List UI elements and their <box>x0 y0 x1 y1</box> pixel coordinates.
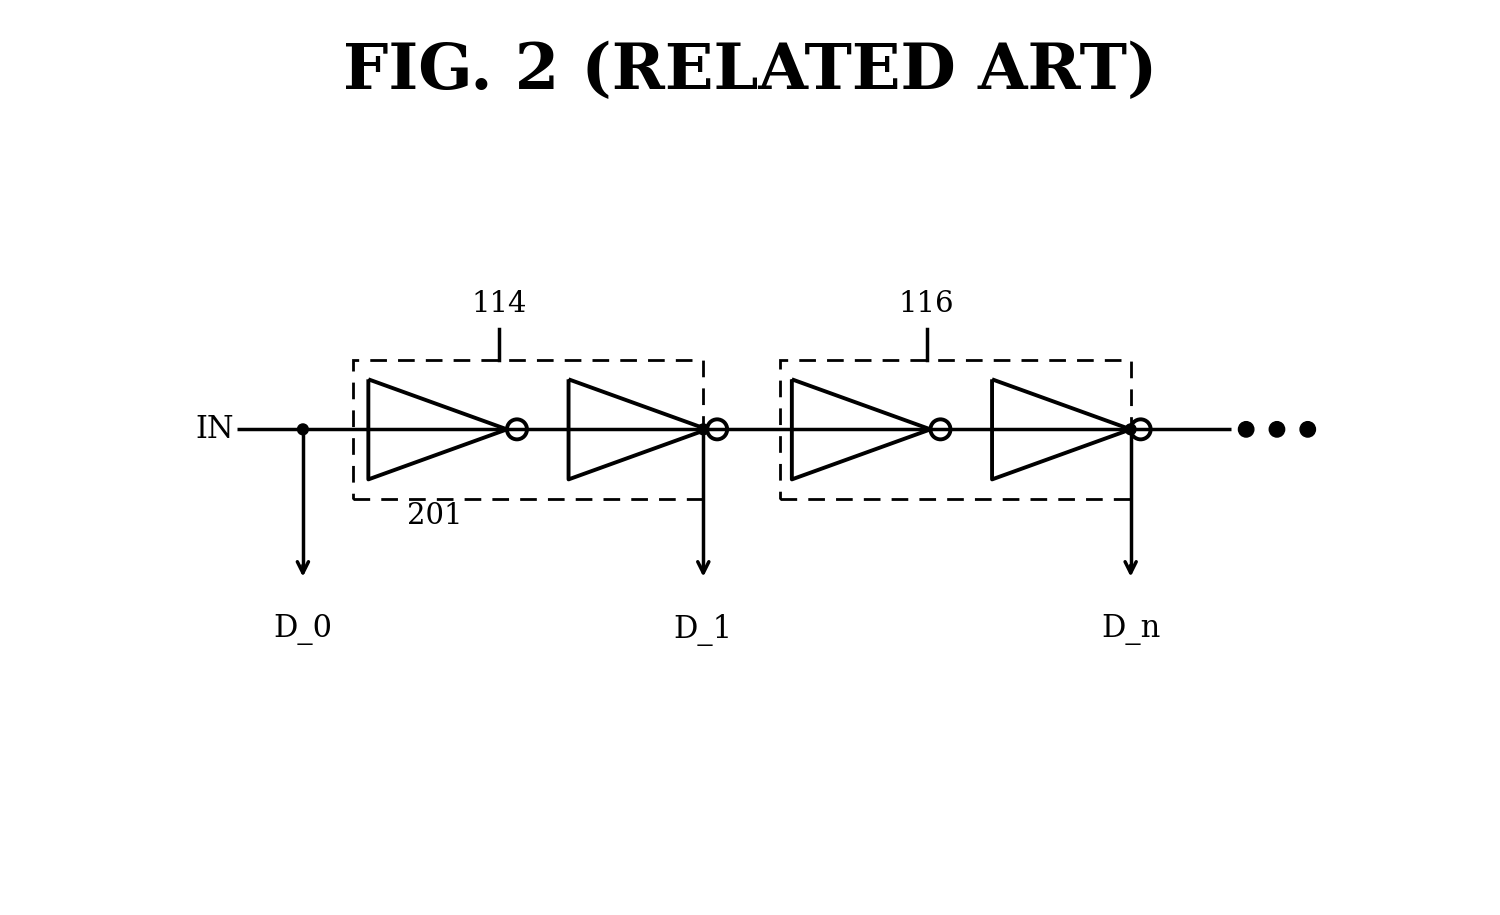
Circle shape <box>1125 424 1136 435</box>
Circle shape <box>1269 422 1284 437</box>
Text: 201: 201 <box>406 502 462 531</box>
Text: D_1: D_1 <box>674 614 734 646</box>
Text: 116: 116 <box>898 290 954 318</box>
Text: 114: 114 <box>471 290 526 318</box>
Circle shape <box>1239 422 1254 437</box>
Text: FIG. 2 (RELATED ART): FIG. 2 (RELATED ART) <box>344 41 1156 102</box>
Bar <box>780 360 1131 499</box>
Bar <box>352 360 704 499</box>
Circle shape <box>1300 422 1316 437</box>
Text: IN: IN <box>195 414 234 445</box>
Text: D_n: D_n <box>1101 614 1161 645</box>
Circle shape <box>297 424 309 435</box>
Circle shape <box>698 424 708 435</box>
Text: D_0: D_0 <box>273 614 333 645</box>
